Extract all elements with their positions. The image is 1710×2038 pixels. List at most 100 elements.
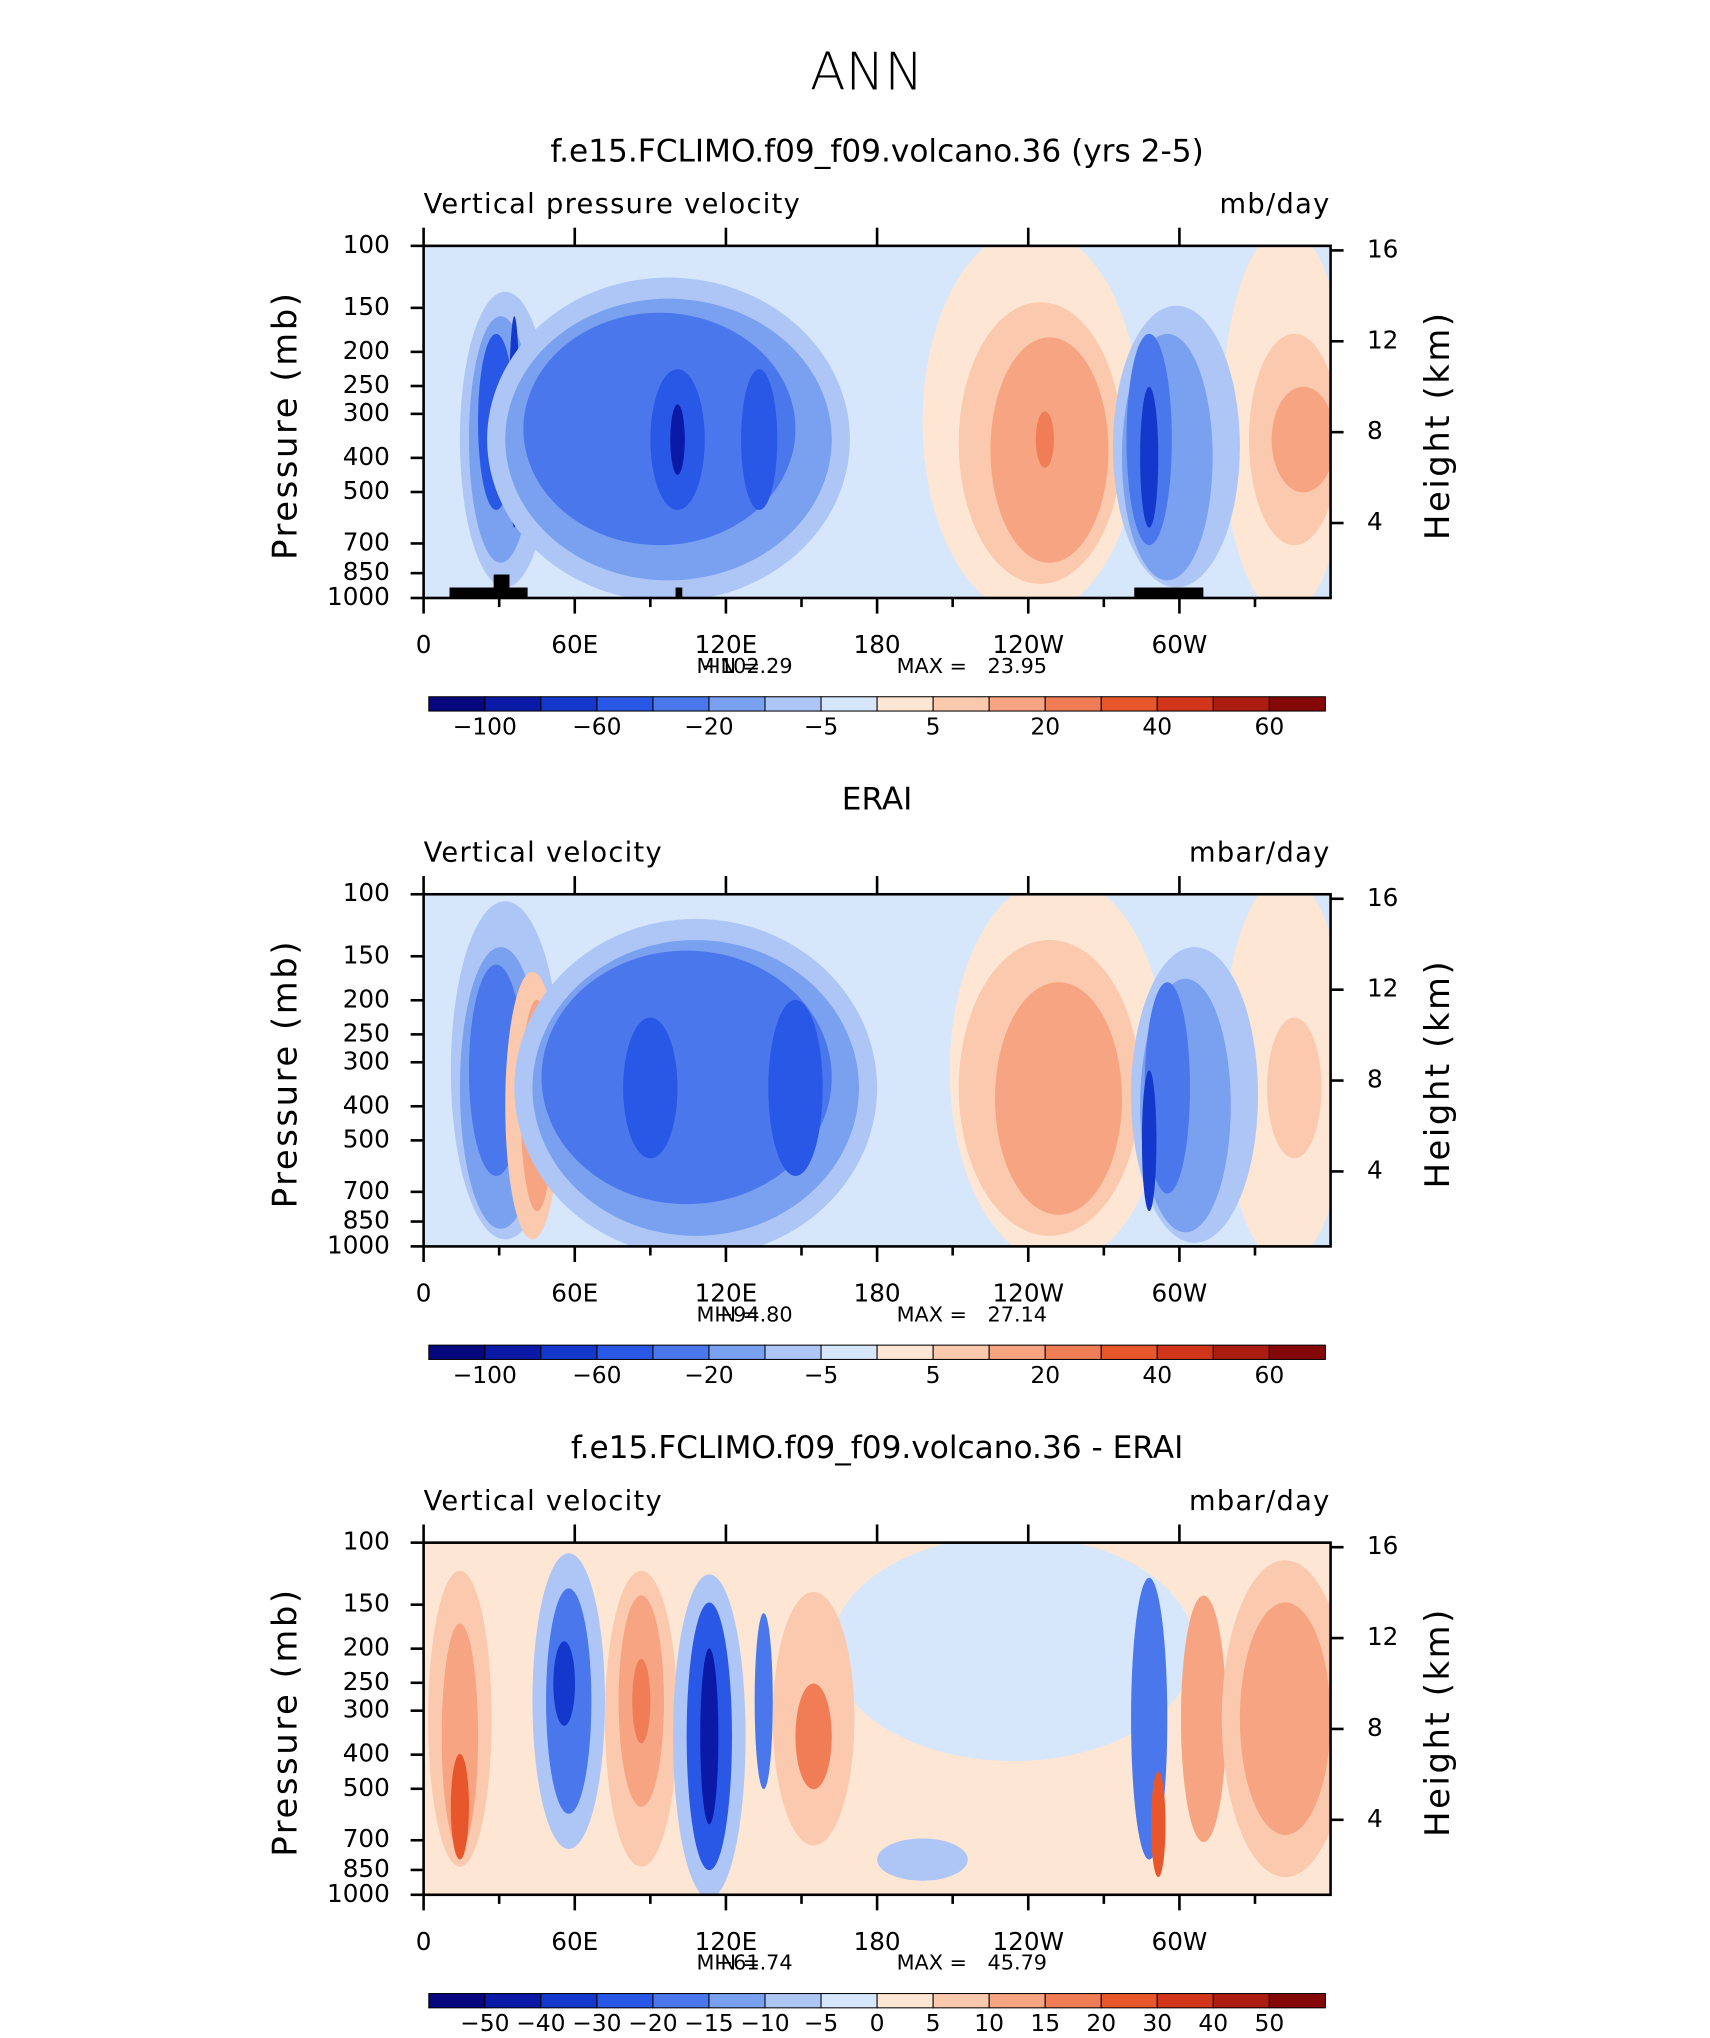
- y-axis-title: Pressure (mb): [266, 290, 305, 559]
- colorbar-box: [428, 1993, 486, 2009]
- colorbar-box: [596, 696, 654, 712]
- colorbar-box: [540, 696, 598, 712]
- contour-fill: [1150, 1771, 1166, 1878]
- subtitle-left: Vertical pressure velocity: [424, 189, 802, 220]
- colorbar-box: [652, 696, 710, 712]
- colorbar-label: −20: [684, 712, 733, 740]
- colorbar-box: [1044, 1344, 1102, 1360]
- subtitle-right: mbar/day: [1189, 1486, 1331, 1517]
- x-tick-label: 0: [416, 1278, 432, 1307]
- colorbar-label: 60: [1254, 1361, 1284, 1389]
- contour-field: [423, 894, 1331, 1247]
- terrain: [493, 574, 510, 588]
- colorbar-box: [1212, 1993, 1270, 2009]
- contour-fill: [670, 404, 685, 475]
- contour-fill: [741, 369, 778, 510]
- y-axis-title: Pressure (mb): [266, 1587, 305, 1856]
- y2-axis-title: Height (km): [1418, 310, 1457, 540]
- colorbar-box: [1100, 1993, 1158, 2009]
- y-tick-label: 850: [343, 557, 390, 586]
- colorbar-box: [1268, 696, 1326, 712]
- colorbar-label: −60: [572, 712, 621, 740]
- y-tick-label: 400: [343, 1090, 390, 1119]
- colorbar-box: [820, 1993, 878, 2009]
- contour-fill: [632, 1658, 651, 1744]
- colorbar-box: [652, 1993, 710, 2009]
- contour-fill: [623, 1017, 678, 1159]
- colorbar-label: −15: [684, 2009, 733, 2037]
- y-tick-label: 250: [343, 1667, 390, 1696]
- contour-fill: [831, 1542, 1195, 1761]
- x-tick-label: 0: [416, 630, 432, 659]
- y-axis-title: Pressure (mb): [266, 939, 305, 1208]
- x-tick-label: 60E: [551, 630, 598, 659]
- y2-tick-label: 4: [1367, 1155, 1383, 1184]
- colorbar-label: 40: [1142, 712, 1172, 740]
- x-tick-label: 60E: [551, 1927, 598, 1956]
- stat-value: 23.95: [988, 654, 1048, 678]
- x-tick-label: 60W: [1152, 630, 1208, 659]
- contour-fill: [541, 950, 832, 1205]
- stat-label: MIN =: [696, 654, 760, 678]
- panel-title: f.e15.FCLIMO.f09_f09.volcano.36 (yrs 2-5…: [550, 133, 1203, 169]
- colorbar-box: [1156, 696, 1214, 712]
- y-tick-label: 200: [343, 984, 390, 1013]
- x-tick-label: 60W: [1152, 1927, 1208, 1956]
- y-tick-label: 300: [343, 1046, 390, 1075]
- y2-tick-label: 4: [1367, 1804, 1383, 1833]
- colorbar-box: [988, 1993, 1046, 2009]
- y2-tick-label: 12: [1367, 325, 1398, 354]
- contour-fill: [700, 1648, 719, 1825]
- colorbar-box: [1212, 1344, 1270, 1360]
- contour-fill: [1271, 386, 1331, 493]
- colorbar-label: −20: [684, 1361, 733, 1389]
- colorbar-box: [428, 696, 486, 712]
- y-tick-label: 700: [343, 527, 390, 556]
- colorbar-label: −100: [453, 712, 517, 740]
- colorbar-label: 60: [1254, 712, 1284, 740]
- contour-fill: [1267, 1017, 1322, 1159]
- y2-tick-label: 16: [1367, 234, 1398, 263]
- colorbar-box: [1268, 1993, 1326, 2009]
- colorbar-label: 5: [926, 712, 941, 740]
- colorbar-box: [764, 1993, 822, 2009]
- colorbar-box: [764, 1344, 822, 1360]
- contour-fill: [768, 999, 823, 1176]
- x-tick-label: 120W: [993, 1927, 1065, 1956]
- subtitle-left: Vertical velocity: [424, 1486, 663, 1517]
- colorbar-box: [484, 696, 542, 712]
- colorbar-box: [876, 1993, 934, 2009]
- colorbar-box: [1268, 1344, 1326, 1360]
- colorbar-label: −5: [804, 1361, 838, 1389]
- stat-label: MAX =: [897, 654, 967, 678]
- colorbar-label: −5: [804, 712, 838, 740]
- y-tick-label: 200: [343, 1633, 390, 1662]
- subtitle-left: Vertical velocity: [424, 837, 663, 868]
- colorbar-label: 0: [870, 2009, 885, 2037]
- contour-fill: [1239, 1602, 1331, 1835]
- colorbar-label: −5: [804, 2009, 838, 2037]
- stat-label: MAX =: [897, 1302, 967, 1326]
- colorbar-box: [932, 1344, 990, 1360]
- contour-fill: [1180, 1595, 1227, 1842]
- panel-title: ERAI: [842, 782, 913, 818]
- colorbar-box: [932, 696, 990, 712]
- y-tick-label: 250: [343, 1018, 390, 1047]
- y-tick-label: 850: [343, 1854, 390, 1883]
- colorbar-box: [428, 1344, 486, 1360]
- colorbar-label: 10: [974, 2009, 1004, 2037]
- contour-fill: [795, 1683, 832, 1790]
- colorbar-label: −10: [740, 2009, 789, 2037]
- colorbar-label: 40: [1198, 2009, 1228, 2037]
- colorbar-label: −100: [453, 1361, 517, 1389]
- y2-tick-label: 12: [1367, 1622, 1398, 1651]
- y-tick-label: 150: [343, 292, 390, 321]
- colorbar-label: 40: [1142, 1361, 1172, 1389]
- contour-fill: [877, 1838, 968, 1881]
- colorbar-box: [932, 1993, 990, 2009]
- colorbar-label: −50: [460, 2009, 509, 2037]
- figure-title: ANN: [810, 43, 923, 103]
- x-tick-label: 180: [854, 630, 901, 659]
- contour-fill: [1035, 411, 1054, 468]
